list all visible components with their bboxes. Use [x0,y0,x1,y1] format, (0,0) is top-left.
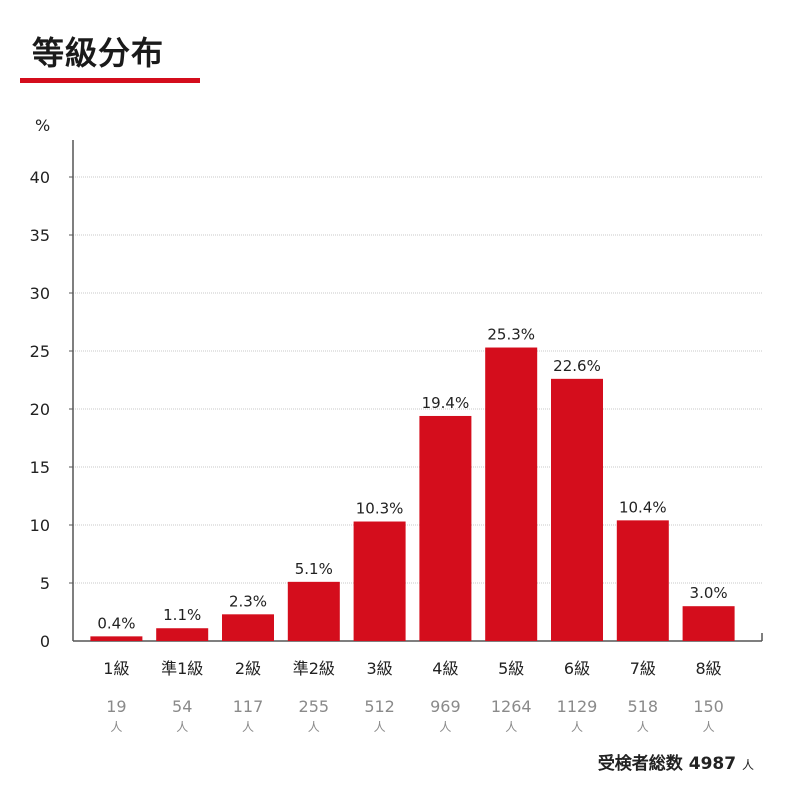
category-label: 8級 [696,659,722,678]
y-axis-unit: % [35,116,50,135]
bar-value-label: 2.3% [229,592,267,610]
count-unit-label: 人 [439,720,451,734]
bar [551,378,603,641]
total-unit: 人 [741,758,754,772]
bar-value-label: 10.3% [356,500,404,518]
count-label: 512 [364,697,395,716]
title-underline [20,78,200,83]
count-label: 518 [628,697,659,716]
category-label: 4級 [432,659,458,678]
total-label: 受検者総数 [597,754,683,774]
bar [353,521,406,641]
category-label: 準2級 [293,659,335,678]
bar [485,347,538,641]
bar-value-label: 25.3% [487,326,535,344]
category-label: 1級 [103,659,129,678]
bar [90,636,143,641]
y-tick-label: 30 [30,284,50,303]
bar-value-label: 3.0% [690,584,728,602]
count-unit-label: 人 [637,720,649,734]
category-label: 6級 [564,659,590,678]
y-tick-label: 5 [40,574,50,593]
bar-value-label: 10.4% [619,498,667,516]
count-unit-label: 人 [176,720,188,734]
bar-value-label: 19.4% [422,394,470,412]
count-label: 255 [299,697,330,716]
count-label: 969 [430,697,461,716]
count-unit-label: 人 [703,720,715,734]
count-label: 54 [172,697,192,716]
count-unit-label: 人 [110,720,122,734]
bar-value-label: 1.1% [163,606,201,624]
count-label: 1129 [557,697,598,716]
chart-title: 等級分布 [32,34,165,72]
category-label: 2級 [235,659,261,678]
count-unit-label: 人 [571,720,583,734]
bar [156,628,209,641]
total-value: 4987 [688,754,737,774]
bar-value-label: 22.6% [553,357,601,375]
y-tick-label: 15 [30,458,50,477]
bar-value-label: 5.1% [295,560,333,578]
y-tick-label: 0 [40,632,50,651]
category-label: 3級 [367,659,393,678]
count-label: 117 [233,697,264,716]
category-label: 5級 [498,659,524,678]
bar [287,581,340,641]
category-label: 準1級 [161,659,203,678]
bar [616,520,669,641]
bar [682,606,735,641]
total-examinees: 受検者総数 4987 人 [598,749,754,774]
count-unit-label: 人 [242,720,254,734]
count-label: 1264 [491,697,532,716]
y-tick-label: 25 [30,342,50,361]
count-unit-label: 人 [374,720,386,734]
bar [419,415,472,641]
y-tick-label: 40 [30,168,50,187]
bar-value-label: 0.4% [97,614,135,632]
y-tick-label: 35 [30,226,50,245]
count-label: 150 [693,697,724,716]
y-tick-label: 10 [30,516,50,535]
count-unit-label: 人 [308,720,320,734]
y-tick-label: 20 [30,400,50,419]
count-unit-label: 人 [505,720,517,734]
count-label: 19 [106,697,126,716]
bar [222,614,274,641]
category-label: 7級 [630,659,656,678]
